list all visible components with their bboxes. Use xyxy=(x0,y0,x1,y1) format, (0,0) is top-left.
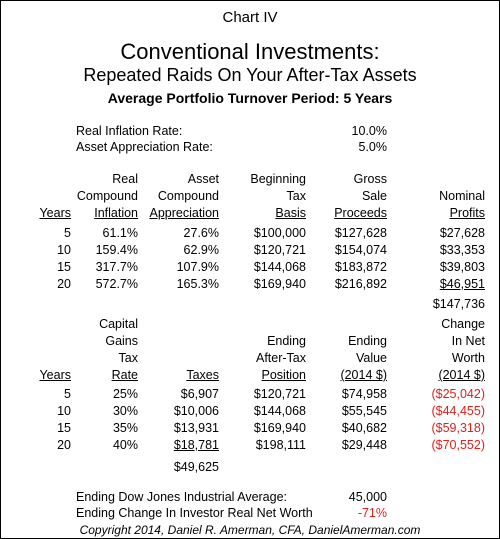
cell: 572.7% xyxy=(95,277,138,291)
column-header: Compound xyxy=(76,189,138,203)
cell: $216,892 xyxy=(334,277,387,291)
column-header: Real xyxy=(112,172,138,186)
cell: ($25,042) xyxy=(431,387,485,401)
cell: $100,000 xyxy=(253,226,306,240)
column-header: Gross xyxy=(353,172,387,186)
column-header: Value xyxy=(355,351,387,365)
cell: $74,958 xyxy=(341,387,387,401)
total: $49,625 xyxy=(173,460,219,474)
footer-label: Ending Change In Investor Real Net Worth xyxy=(76,506,313,520)
footer-label: Ending Dow Jones Industrial Average: xyxy=(76,490,288,504)
chart-label: Chart IV xyxy=(222,9,278,26)
column-header: Gains xyxy=(105,334,138,348)
column-header: Inflation xyxy=(94,206,138,220)
column-header: Taxes xyxy=(186,368,219,382)
cell: 15 xyxy=(57,260,71,274)
param-value: 5.0% xyxy=(358,140,388,154)
column-header: Basis xyxy=(275,206,306,220)
column-header: Beginning xyxy=(250,172,306,186)
cell: $39,803 xyxy=(439,260,485,274)
cell: 15 xyxy=(57,421,71,435)
column-header: Years xyxy=(39,206,71,220)
column-header: Ending xyxy=(267,334,306,348)
cell: ($59,318) xyxy=(431,421,485,435)
cell: $183,872 xyxy=(334,260,387,274)
cell: $46,951 xyxy=(439,277,485,291)
column-header: Appreciation xyxy=(149,206,220,220)
column-header: Asset xyxy=(187,172,219,186)
cell: $27,628 xyxy=(439,226,485,240)
title: Conventional Investments: xyxy=(120,39,380,64)
cell: 20 xyxy=(57,277,71,291)
cell: ($44,455) xyxy=(431,404,485,418)
column-header: After-Tax xyxy=(255,351,306,365)
cell: 30% xyxy=(112,404,138,418)
column-header: Position xyxy=(261,368,306,382)
column-header: Worth xyxy=(451,351,485,365)
copyright: Copyright 2014, Daniel R. Amerman, CFA, … xyxy=(79,523,421,537)
column-header: Years xyxy=(39,368,71,382)
cell: $154,074 xyxy=(334,243,387,257)
column-header: Rate xyxy=(111,368,138,382)
column-header: Compound xyxy=(157,189,219,203)
cell: $10,006 xyxy=(173,404,219,418)
cell: $18,781 xyxy=(173,438,219,452)
subtitle: Repeated Raids On Your After-Tax Assets xyxy=(83,65,417,85)
cell: 20 xyxy=(57,438,71,452)
cell: 5 xyxy=(64,226,71,240)
cell: $120,721 xyxy=(253,243,306,257)
cell: $13,931 xyxy=(173,421,219,435)
cell: $33,353 xyxy=(439,243,485,257)
cell: $40,682 xyxy=(341,421,387,435)
period: Average Portfolio Turnover Period: 5 Yea… xyxy=(107,90,393,106)
total: $147,736 xyxy=(432,297,485,311)
cell: 40% xyxy=(112,438,138,452)
cell: 10 xyxy=(57,243,71,257)
cell: 62.9% xyxy=(183,243,219,257)
cell: $169,940 xyxy=(253,421,306,435)
column-header: Tax xyxy=(286,189,306,203)
cell: $6,907 xyxy=(180,387,219,401)
cell: 317.7% xyxy=(95,260,138,274)
column-header: Proceeds xyxy=(334,206,387,220)
column-header: In Net xyxy=(451,334,485,348)
cell: 5 xyxy=(64,387,71,401)
cell: 159.4% xyxy=(95,243,138,257)
cell: $55,545 xyxy=(341,404,387,418)
param-value: 10.0% xyxy=(351,124,387,138)
cell: 165.3% xyxy=(176,277,219,291)
column-header: (2014 $) xyxy=(340,368,387,382)
cell: 25% xyxy=(112,387,138,401)
column-header: Capital xyxy=(99,317,138,331)
param-label: Real Inflation Rate: xyxy=(76,124,183,138)
column-header: Nominal xyxy=(439,189,485,203)
cell: 35% xyxy=(112,421,138,435)
cell: $127,628 xyxy=(334,226,387,240)
cell: ($70,552) xyxy=(431,438,485,452)
column-header: Sale xyxy=(361,189,387,203)
cell: 61.1% xyxy=(102,226,138,240)
cell: $29,448 xyxy=(341,438,387,452)
column-header: Profits xyxy=(449,206,485,220)
cell: $144,068 xyxy=(253,404,306,418)
param-label: Asset Appreciation Rate: xyxy=(76,140,213,154)
column-header: (2014 $) xyxy=(438,368,485,382)
cell: 27.6% xyxy=(183,226,219,240)
column-header: Tax xyxy=(118,351,138,365)
cell: 107.9% xyxy=(176,260,219,274)
column-header: Change xyxy=(441,317,485,331)
cell: 10 xyxy=(57,404,71,418)
column-header: Ending xyxy=(348,334,387,348)
cell: $144,068 xyxy=(253,260,306,274)
cell: $120,721 xyxy=(253,387,306,401)
footer-value: -71% xyxy=(357,506,387,520)
footer-value: 45,000 xyxy=(348,490,387,504)
cell: $169,940 xyxy=(253,277,306,291)
cell: $198,111 xyxy=(255,438,306,452)
